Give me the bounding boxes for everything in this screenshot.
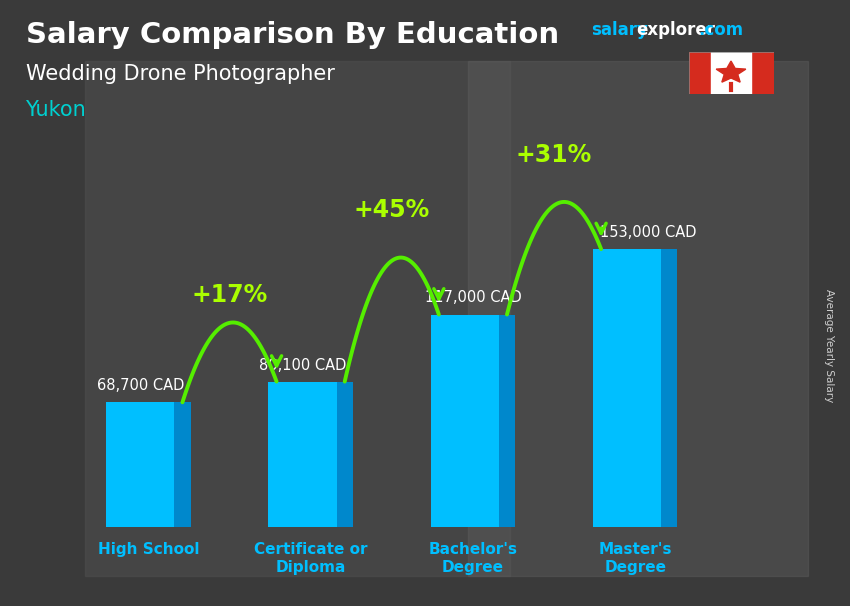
Text: Certificate or
Diploma: Certificate or Diploma	[254, 542, 367, 575]
Bar	[85, 61, 510, 576]
Polygon shape	[174, 402, 190, 527]
Text: +17%: +17%	[191, 283, 268, 307]
Bar	[688, 52, 711, 94]
Text: Salary Comparison By Education: Salary Comparison By Education	[26, 21, 558, 49]
Polygon shape	[269, 382, 337, 527]
Text: +31%: +31%	[516, 143, 592, 167]
Polygon shape	[337, 382, 353, 527]
Bar	[468, 61, 808, 576]
Polygon shape	[106, 402, 174, 527]
Polygon shape	[431, 315, 499, 527]
Text: 80,100 CAD: 80,100 CAD	[259, 358, 346, 373]
Polygon shape	[499, 315, 515, 527]
Polygon shape	[593, 249, 661, 527]
Text: +45%: +45%	[354, 198, 430, 222]
Text: Bachelor's
Degree: Bachelor's Degree	[428, 542, 518, 575]
Polygon shape	[717, 61, 745, 82]
Text: 153,000 CAD: 153,000 CAD	[600, 225, 696, 240]
Text: explorer: explorer	[636, 21, 715, 39]
Polygon shape	[661, 249, 677, 527]
Text: salary: salary	[591, 21, 648, 39]
Text: 68,700 CAD: 68,700 CAD	[97, 378, 184, 393]
Text: .com: .com	[699, 21, 744, 39]
Text: Master's
Degree: Master's Degree	[598, 542, 672, 575]
Text: Wedding Drone Photographer: Wedding Drone Photographer	[26, 64, 334, 84]
Bar	[751, 52, 774, 94]
Text: Yukon: Yukon	[26, 100, 86, 120]
Text: Average Yearly Salary: Average Yearly Salary	[824, 289, 834, 402]
Text: 117,000 CAD: 117,000 CAD	[424, 290, 521, 305]
Bar	[711, 52, 751, 94]
Text: High School: High School	[98, 542, 199, 557]
